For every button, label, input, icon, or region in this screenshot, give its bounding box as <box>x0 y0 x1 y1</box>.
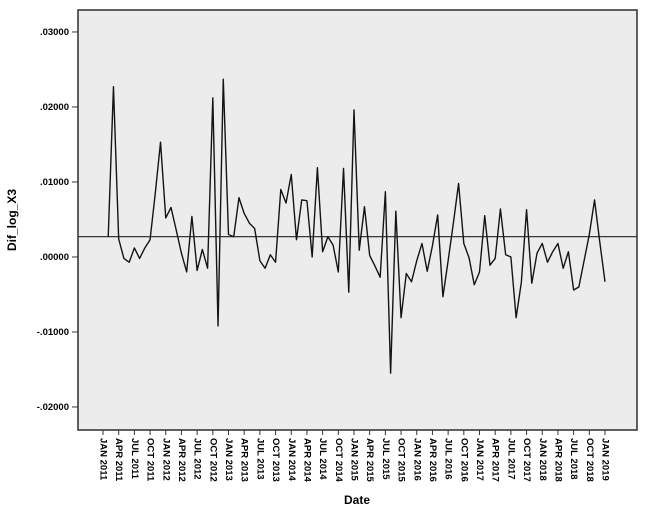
x-tick-label: OCT 2017 <box>521 438 532 482</box>
x-tick-label: OCT 2016 <box>458 438 469 482</box>
y-tick-label: -.01000 <box>37 327 69 338</box>
x-tick-label: JUL 2012 <box>192 438 203 480</box>
x-tick-label: OCT 2011 <box>145 438 156 482</box>
plot-frame <box>77 9 638 431</box>
x-tick-label: OCT 2015 <box>396 438 407 483</box>
x-axis-ticks: JAN 2011 APR 2011 JUL 2011 OCT 2011 JAN 2012… <box>98 430 611 483</box>
y-tick-label: .01000 <box>40 177 69 188</box>
x-tick-label: JAN 2012 <box>160 438 171 481</box>
y-axis-ticks: .03000 .02000 .01000 .00000 -.01000 -.02000 <box>37 27 78 413</box>
x-tick-label: JUL 2017 <box>505 438 516 480</box>
x-tick-label: OCT 2012 <box>207 438 218 482</box>
x-tick-label: JUL 2018 <box>568 438 579 480</box>
x-tick-label: JAN 2014 <box>286 438 297 481</box>
y-tick-label: .03000 <box>40 27 69 38</box>
x-tick-label: JUL 2016 <box>443 438 454 480</box>
x-tick-label: JUL 2015 <box>380 438 391 480</box>
x-tick-label: APR 2011 <box>113 438 124 482</box>
y-tick-label: .00000 <box>40 252 69 263</box>
y-tick-label: .02000 <box>40 102 69 113</box>
x-tick-label: JUL 2013 <box>254 438 265 480</box>
x-tick-label: APR 2013 <box>239 438 250 482</box>
x-tick-label: APR 2014 <box>301 438 312 483</box>
x-tick-label: JAN 2019 <box>600 438 611 481</box>
x-tick-label: JUL 2014 <box>317 438 328 480</box>
x-tick-label: JAN 2017 <box>474 438 485 481</box>
x-tick-label: OCT 2013 <box>270 438 281 482</box>
x-tick-label: APR 2017 <box>490 438 501 482</box>
x-tick-label: JAN 2013 <box>223 438 234 481</box>
x-tick-label: JAN 2011 <box>98 438 109 481</box>
x-tick-label: JAN 2015 <box>349 438 360 481</box>
x-tick-label: JUL 2011 <box>129 438 140 480</box>
y-tick-label: -.02000 <box>37 402 69 413</box>
x-tick-label: OCT 2014 <box>333 438 344 483</box>
x-axis-title: Date <box>344 493 370 507</box>
x-tick-label: JAN 2016 <box>411 438 422 481</box>
x-tick-label: APR 2012 <box>176 438 187 482</box>
x-tick-label: APR 2015 <box>364 438 375 483</box>
data-line <box>107 78 606 374</box>
x-tick-label: OCT 2018 <box>584 438 595 482</box>
y-axis-title: Dif_log_X3 <box>5 189 19 251</box>
x-tick-label: APR 2016 <box>427 438 438 482</box>
x-tick-label: APR 2018 <box>552 438 563 482</box>
x-tick-label: JAN 2018 <box>537 438 548 481</box>
